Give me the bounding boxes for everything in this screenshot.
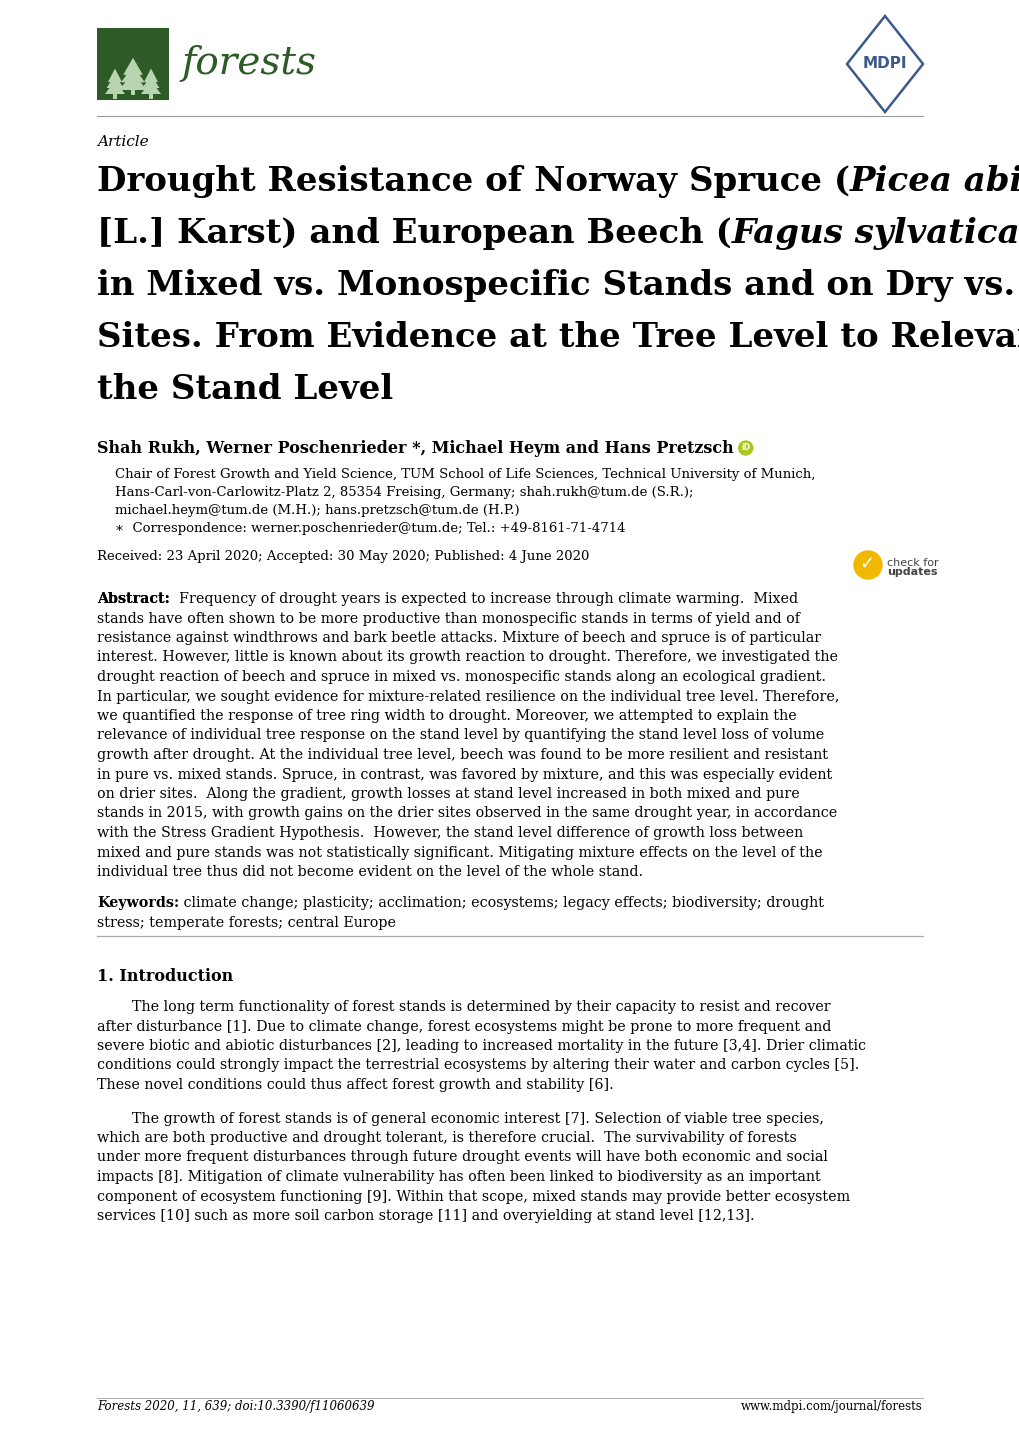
Text: MDPI: MDPI [862,56,906,72]
Text: Forests 2020, 11, 639; doi:10.3390/f11060639: Forests 2020, 11, 639; doi:10.3390/f1106… [97,1400,374,1413]
Text: iD: iD [741,444,750,453]
Text: Picea abies: Picea abies [849,164,1019,198]
Text: Shah Rukh, Werner Poschenrieder *, Michael Heym and Hans Pretzsch: Shah Rukh, Werner Poschenrieder *, Micha… [97,440,733,457]
Text: conditions could strongly impact the terrestrial ecosystems by altering their wa: conditions could strongly impact the ter… [97,1058,859,1073]
Polygon shape [108,69,122,82]
Text: Keywords:: Keywords: [97,897,179,910]
Text: climate change; plasticity; acclimation; ecosystems; legacy effects; biodiversit: climate change; plasticity; acclimation;… [179,897,823,910]
Polygon shape [119,74,147,89]
Text: Shah Rukh, Werner Poschenrieder *, Michael Heym and Hans Pretzsch: Shah Rukh, Werner Poschenrieder *, Micha… [97,440,733,457]
Text: the Stand Level: the Stand Level [97,373,393,407]
Text: Sites. From Evidence at the Tree Level to Relevance at: Sites. From Evidence at the Tree Level t… [97,322,1019,353]
Text: Abstract:: Abstract: [97,593,170,606]
Text: Frequency of drought years is expected to increase through climate warming.  Mix: Frequency of drought years is expected t… [170,593,797,606]
Text: Chair of Forest Growth and Yield Science, TUM School of Life Sciences, Technical: Chair of Forest Growth and Yield Science… [115,469,814,482]
Circle shape [853,551,881,580]
Text: stands in 2015, with growth gains on the drier sites observed in the same drough: stands in 2015, with growth gains on the… [97,806,837,820]
Polygon shape [121,65,145,82]
Text: resistance against windthrows and bark beetle attacks. Mixture of beech and spru: resistance against windthrows and bark b… [97,632,820,645]
Text: 1. Introduction: 1. Introduction [97,968,233,985]
Text: which are both productive and drought tolerant, is therefore crucial.  The survi: which are both productive and drought to… [97,1131,796,1145]
Text: services [10] such as more soil carbon storage [11] and overyielding at stand le: services [10] such as more soil carbon s… [97,1208,754,1223]
Text: updates: updates [887,567,936,577]
Text: ∗  Correspondence: werner.poschenrieder@tum.de; Tel.: +49-8161-71-4714: ∗ Correspondence: werner.poschenrieder@t… [115,522,625,535]
Polygon shape [846,16,922,112]
Text: component of ecosystem functioning [9]. Within that scope, mixed stands may prov: component of ecosystem functioning [9]. … [97,1190,849,1204]
Polygon shape [141,81,161,94]
Text: with the Stress Gradient Hypothesis.  However, the stand level difference of gro: with the Stress Gradient Hypothesis. How… [97,826,803,841]
Text: impacts [8]. Mitigation of climate vulnerability has often been linked to biodiv: impacts [8]. Mitigation of climate vulne… [97,1169,820,1184]
Text: mixed and pure stands was not statistically significant. Mitigating mixture effe: mixed and pure stands was not statistica… [97,845,821,859]
Text: individual tree thus did not become evident on the level of the whole stand.: individual tree thus did not become evid… [97,865,643,880]
Text: forests: forests [180,46,316,82]
Text: interest. However, little is known about its growth reaction to drought. Therefo: interest. However, little is known about… [97,650,838,665]
Polygon shape [143,75,159,88]
Bar [149,92,153,99]
Text: The growth of forest stands is of general economic interest [7]. Selection of vi: The growth of forest stands is of genera… [131,1112,823,1126]
Text: in pure vs. mixed stands. Spruce, in contrast, was favored by mixture, and this : in pure vs. mixed stands. Spruce, in con… [97,767,832,782]
Polygon shape [106,75,123,88]
Polygon shape [123,58,143,75]
Bar [97,27,169,99]
Text: stress; temperate forests; central Europe: stress; temperate forests; central Europ… [97,916,395,930]
Text: on drier sites.  Along the gradient, growth losses at stand level increased in b: on drier sites. Along the gradient, grow… [97,787,799,800]
Text: www.mdpi.com/journal/forests: www.mdpi.com/journal/forests [741,1400,922,1413]
Bar [130,89,135,95]
Text: michael.heym@tum.de (M.H.); hans.pretzsch@tum.de (H.P.): michael.heym@tum.de (M.H.); hans.pretzsc… [115,505,519,518]
Text: check for: check for [887,558,937,568]
Text: relevance of individual tree response on the stand level by quantifying the stan: relevance of individual tree response on… [97,728,823,743]
Text: under more frequent disturbances through future drought events will have both ec: under more frequent disturbances through… [97,1151,827,1165]
Circle shape [738,441,752,456]
Text: Keywords:: Keywords: [97,897,179,910]
Text: we quantified the response of tree ring width to drought. Moreover, we attempted: we quantified the response of tree ring … [97,709,796,722]
Text: [L.] Karst) and European Beech (: [L.] Karst) and European Beech ( [97,216,731,249]
Text: Article: Article [97,136,149,149]
Text: In particular, we sought evidence for mixture-related resilience on the individu: In particular, we sought evidence for mi… [97,689,839,704]
Text: These novel conditions could thus affect forest growth and stability [6].: These novel conditions could thus affect… [97,1079,613,1092]
Text: ✓: ✓ [859,555,873,572]
Text: Fagus sylvatica: Fagus sylvatica [731,216,1019,249]
Text: Hans-Carl-von-Carlowitz-Platz 2, 85354 Freising, Germany; shah.rukh@tum.de (S.R.: Hans-Carl-von-Carlowitz-Platz 2, 85354 F… [115,486,693,499]
Text: Abstract:: Abstract: [97,593,170,606]
Bar [113,92,117,99]
Text: The long term functionality of forest stands is determined by their capacity to : The long term functionality of forest st… [131,999,829,1014]
Text: Drought Resistance of Norway Spruce (: Drought Resistance of Norway Spruce ( [97,164,849,198]
Text: Received: 23 April 2020; Accepted: 30 May 2020; Published: 4 June 2020: Received: 23 April 2020; Accepted: 30 Ma… [97,549,589,562]
Text: in Mixed vs. Monospecific Stands and on Dry vs. Wet: in Mixed vs. Monospecific Stands and on … [97,270,1019,301]
Text: stands have often shown to be more productive than monospecific stands in terms : stands have often shown to be more produ… [97,611,799,626]
Text: after disturbance [1]. Due to climate change, forest ecosystems might be prone t: after disturbance [1]. Due to climate ch… [97,1019,830,1034]
Text: severe biotic and abiotic disturbances [2], leading to increased mortality in th: severe biotic and abiotic disturbances [… [97,1040,865,1053]
Polygon shape [105,81,125,94]
Polygon shape [144,69,158,82]
Text: growth after drought. At the individual tree level, beech was found to be more r: growth after drought. At the individual … [97,748,827,761]
Text: drought reaction of beech and spruce in mixed vs. monospecific stands along an e: drought reaction of beech and spruce in … [97,671,825,684]
